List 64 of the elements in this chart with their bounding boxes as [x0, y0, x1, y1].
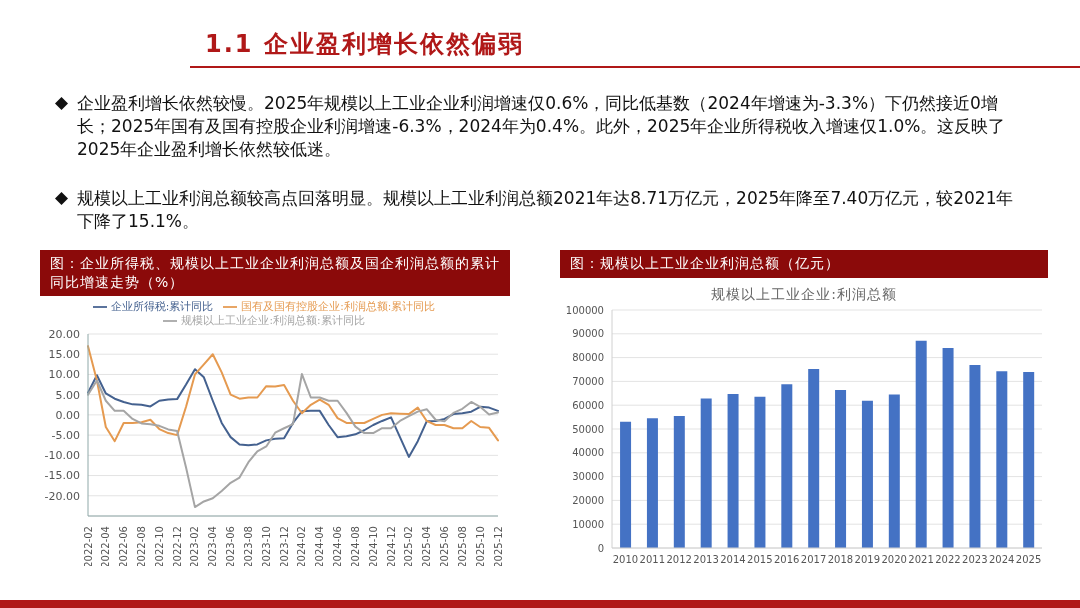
y-tick-label: 30000	[572, 471, 604, 483]
y-tick-label: 20000	[572, 494, 604, 506]
y-tick-label: 40000	[572, 447, 604, 459]
chart-title: 图：企业所得税、规模以上工业企业利润总额及国企利润总额的累计同比增速走势（%）	[40, 250, 510, 296]
bar	[861, 400, 873, 548]
x-tick-label: 2023	[962, 554, 988, 566]
x-tick-label: 2022	[935, 554, 961, 566]
x-tick-label: 2020	[881, 554, 907, 566]
legend-label: 企业所得税:累计同比	[110, 300, 214, 312]
x-tick-label: 2024	[988, 554, 1015, 566]
bar	[996, 371, 1008, 548]
bar	[673, 415, 685, 548]
bar	[1023, 371, 1035, 548]
y-tick-label: 0.00	[55, 408, 80, 422]
y-tick-label: 90000	[572, 328, 604, 340]
bar	[888, 394, 900, 548]
line-series	[87, 345, 499, 443]
x-tick-label: 2010	[612, 554, 639, 566]
x-tick-label: 2012	[666, 554, 692, 566]
text: 企业盈利增长依然较慢。2025年规模以上工业企业利润增速仅0.6%，同比低基数（2024年增速为-3.3%）下仍然接近0增长；2025年国有及国有控股企业利润增速-6.3%，2024年为0.4%。此外，2025年企业所得税收入增速仅1.0%。这反映了2025年企业盈利增长依然较低迷。	[77, 92, 1007, 161]
bar	[808, 369, 820, 548]
bar	[620, 421, 632, 548]
bar	[835, 389, 847, 548]
bar	[781, 384, 793, 548]
x-tick-label: 2018	[827, 554, 854, 566]
x-tick-label: 2015	[747, 554, 773, 566]
chart-title: 图：规模以上工业企业利润总额（亿元）	[560, 250, 1048, 278]
y-tick-label: 100000	[565, 304, 604, 316]
line-series	[87, 368, 499, 458]
y-tick-label: 80000	[572, 352, 604, 364]
y-tick-label: 50000	[572, 423, 604, 435]
x-tick-label: 2019	[854, 554, 881, 566]
y-tick-label: -5.00	[51, 429, 80, 443]
y-tick-label: 20.00	[48, 327, 80, 341]
x-tick-label: 2021	[908, 554, 934, 566]
x-tick-label: 2025	[1015, 554, 1042, 566]
x-tick-label: 2017	[800, 554, 827, 566]
y-tick-label: -10.00	[44, 449, 80, 463]
bar	[915, 340, 927, 548]
x-tick-label: 2011	[639, 554, 666, 566]
x-tick-label: 2013	[693, 554, 719, 566]
y-tick-label: 10.00	[48, 368, 80, 382]
y-tick-label: 5.00	[55, 388, 80, 402]
y-tick-label: -20.00	[44, 489, 80, 503]
y-tick-label: 0	[597, 542, 604, 554]
y-tick-label: 60000	[572, 399, 604, 411]
x-tick-label: 2014	[720, 554, 746, 566]
bar	[700, 398, 712, 548]
legend-label: 规模以上工业企业:利润总额:累计同比	[181, 314, 365, 326]
text: 1.1 企业盈利增长依然偏弱	[205, 29, 524, 60]
text: 规模以上工业利润总额较高点回落明显。规模以上工业利润总额2021年达8.71万亿元，2025年降至7.40万亿元，较2021年下降了15.1%。	[77, 187, 1015, 233]
bar	[942, 348, 954, 548]
bar	[727, 394, 739, 548]
chart-subtitle: 规模以上工业企业:利润总额	[710, 286, 898, 304]
legend-label: 国有及国有控股企业:利润总额:累计同比	[241, 300, 436, 312]
y-tick-label: -15.00	[44, 469, 80, 483]
bar	[754, 396, 766, 548]
x-tick-label: 2016	[773, 554, 800, 566]
y-tick-label: 15.00	[48, 348, 80, 362]
bar	[646, 418, 658, 548]
bar	[969, 364, 981, 548]
y-tick-label: 10000	[572, 518, 604, 530]
line-series	[87, 373, 499, 509]
y-tick-label: 70000	[572, 375, 604, 387]
